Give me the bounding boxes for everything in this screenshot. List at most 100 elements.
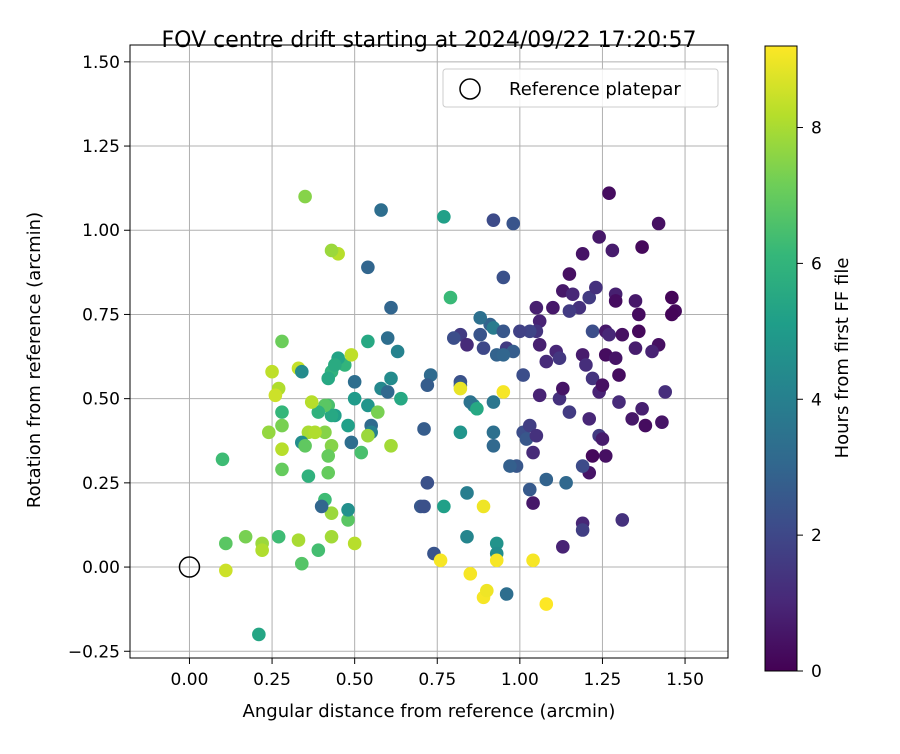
colorbar-tick-label: 2 (811, 526, 822, 546)
y-axis: −0.25 0.00 0.25 0.50 0.75 1.00 1.25 1.50 (68, 53, 130, 662)
scatter-point (473, 327, 488, 342)
scatter-point (420, 378, 435, 392)
y-tick-label: 1.25 (82, 137, 120, 157)
scatter-point (328, 358, 342, 372)
scatter-point (417, 499, 431, 514)
scatter-point (585, 449, 600, 463)
scatter-point (275, 405, 289, 419)
scatter-point (522, 324, 537, 339)
scatter-point (486, 439, 501, 453)
colorbar-ticks: 0 2 4 6 8 (797, 119, 822, 682)
x-tick-label: 1.00 (501, 670, 539, 690)
scatter-point (579, 358, 593, 372)
x-tick-label: 0.00 (171, 670, 209, 690)
scatter-point (301, 469, 316, 483)
scatter-point (565, 287, 580, 302)
scatter-point (585, 371, 600, 386)
scatter-point (595, 432, 610, 446)
scatter-point (608, 294, 623, 308)
y-tick-label: 0.25 (82, 474, 120, 494)
scatter-point (470, 401, 484, 416)
scatter-point (463, 566, 478, 581)
scatter-point (308, 425, 322, 440)
scatter-point (433, 553, 448, 568)
scatter-point (638, 418, 653, 433)
scatter-point (486, 425, 501, 440)
scatter-point (575, 523, 590, 537)
scatter-point (437, 209, 451, 224)
scatter-point (582, 412, 597, 426)
legend-reference-icon (459, 78, 481, 100)
scatter-point (324, 529, 339, 544)
scatter-point (645, 344, 659, 359)
scatter-point (361, 334, 375, 349)
scatter-point (532, 388, 547, 403)
scatter-point (539, 597, 554, 611)
scatter-point (651, 216, 666, 231)
scatter-point (298, 439, 312, 453)
scatter-point (486, 213, 501, 227)
scatter-point (255, 543, 269, 558)
scatter-point (526, 445, 540, 460)
scatter-point (219, 563, 233, 578)
scatter-point (347, 391, 362, 406)
scatter-point (522, 482, 537, 497)
scatter-point (506, 216, 521, 231)
y-axis-label: Rotation from reference (arcmin) (24, 212, 45, 508)
y-tick-label: 0.75 (82, 305, 120, 325)
scatter-point (575, 247, 590, 261)
scatter-point (556, 540, 570, 554)
scatter-point (271, 529, 286, 544)
data-points (215, 186, 682, 642)
scatter-point (556, 381, 570, 396)
scatter-point (631, 324, 646, 339)
scatter-point (321, 465, 336, 480)
scatter-point (361, 260, 375, 275)
scatter-point (539, 354, 554, 369)
scatter-point (608, 351, 623, 366)
scatter-point (585, 324, 600, 339)
scatter-point (238, 529, 253, 544)
scatter-point (589, 280, 603, 295)
scatter-point (562, 304, 577, 318)
reference-marker (178, 556, 201, 578)
scatter-point (341, 503, 355, 517)
scatter-point (516, 368, 530, 382)
scatter-point (499, 587, 514, 601)
scatter-point (503, 459, 517, 473)
scatter-point (496, 324, 511, 339)
scatter-point (615, 513, 630, 527)
scatter-point (324, 506, 339, 520)
scatter-point (486, 395, 501, 409)
scatter-point (341, 513, 355, 527)
scatter-point (314, 499, 329, 514)
scatter-point (635, 240, 649, 254)
scatter-point (417, 422, 431, 436)
scatter-point (374, 203, 388, 217)
colorbar-tick-label: 4 (811, 390, 822, 410)
scatter-point (615, 327, 630, 342)
scatter-point (552, 351, 567, 366)
colorbar-gradient (764, 45, 798, 672)
x-axis: 0.00 0.25 0.50 0.75 1.00 1.25 1.50 (171, 658, 704, 690)
scatter-point (562, 267, 577, 281)
scatter-point (513, 324, 527, 339)
y-tick-label: −0.25 (68, 642, 120, 662)
legend-box (442, 68, 719, 108)
scatter-point (384, 439, 398, 453)
scatter-point (341, 418, 355, 433)
scatter-point (562, 405, 577, 419)
scatter-point (298, 189, 312, 204)
scatter-point (628, 294, 643, 308)
scatter-point (665, 307, 679, 322)
scatter-point (480, 583, 494, 598)
scatter-point (318, 425, 332, 440)
scatter-point (592, 230, 606, 244)
scatter-point (473, 311, 488, 325)
scatter-point (496, 348, 511, 362)
scatter-point (324, 243, 339, 258)
scatter-point (304, 395, 319, 409)
scatter-point (625, 412, 639, 426)
scatter-point (602, 327, 616, 342)
scatter-point (370, 405, 385, 419)
